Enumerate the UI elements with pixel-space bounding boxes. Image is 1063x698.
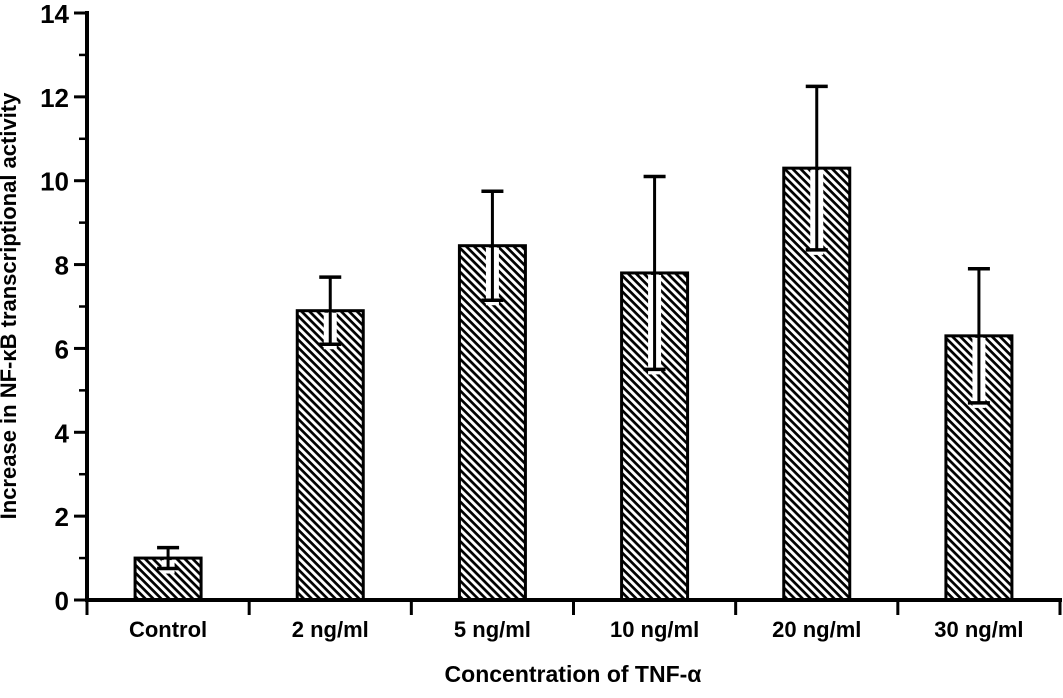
y-tick-label: 14 [40, 0, 69, 29]
x-tick-label: 10 ng/ml [610, 617, 699, 642]
x-tick-label: 20 ng/ml [772, 617, 861, 642]
x-tick-label: 5 ng/ml [454, 617, 531, 642]
y-tick-label: 6 [55, 334, 69, 364]
axis-ticks-layer [74, 11, 1062, 615]
x-tick-label: 30 ng/ml [934, 617, 1023, 642]
y-tick-label: 10 [40, 167, 69, 197]
x-tick-label: Control [129, 617, 207, 642]
y-tick-label: 0 [55, 586, 69, 616]
bar-2-ng-ml [295, 309, 365, 602]
y-tick-label: 4 [55, 418, 70, 448]
y-tick-label: 2 [55, 502, 69, 532]
y-tick-label: 12 [40, 83, 69, 113]
x-axis-title: Concentration of TNF-α [445, 661, 702, 687]
x-tick-label: 2 ng/ml [292, 617, 369, 642]
y-tick-label: 8 [55, 251, 69, 281]
tick-labels-layer: 0 2 4 6 8 10 12 14 Control 2 ng/ml 5 ng/ml 10 ng/ml… [40, 0, 1023, 642]
bars-layer [133, 84, 1014, 602]
bar-10-ng-ml [620, 271, 690, 602]
y-axis-title: Increase in NF-κB transcriptional activi… [0, 92, 21, 519]
